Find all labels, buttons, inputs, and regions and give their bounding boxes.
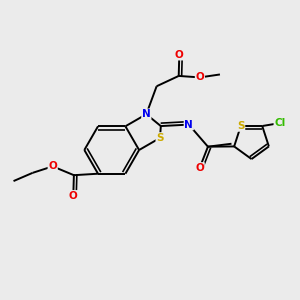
- Text: O: O: [69, 191, 78, 201]
- Text: S: S: [156, 133, 164, 143]
- Text: O: O: [175, 50, 184, 60]
- Text: N: N: [184, 120, 193, 130]
- Text: Cl: Cl: [274, 118, 286, 128]
- Text: O: O: [48, 161, 57, 171]
- Text: S: S: [237, 121, 244, 131]
- Text: N: N: [142, 109, 151, 119]
- Text: O: O: [195, 163, 204, 173]
- Text: O: O: [196, 72, 204, 82]
